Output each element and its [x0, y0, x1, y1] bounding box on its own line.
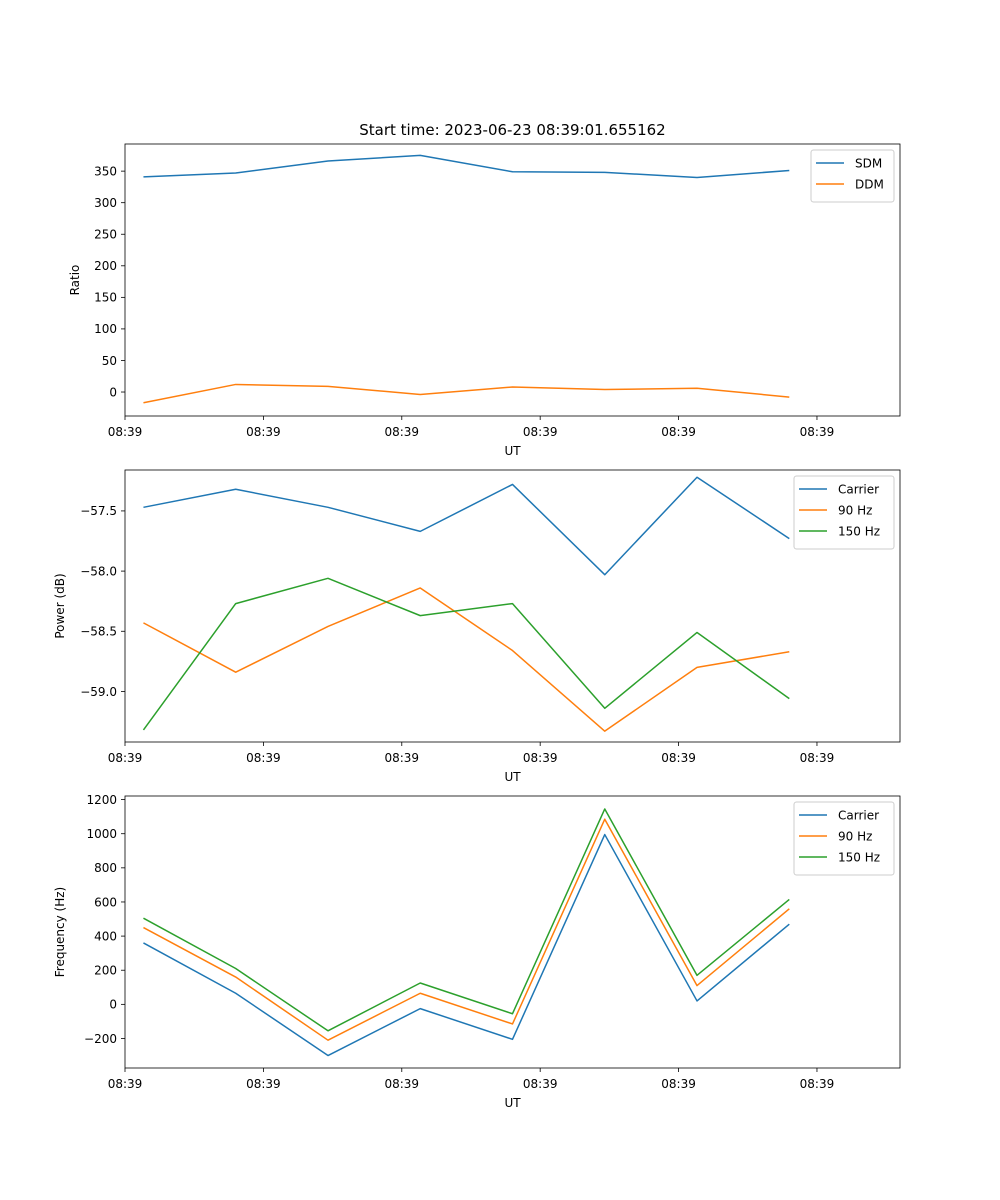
frequency-y-tick-label: 800: [94, 861, 117, 875]
frequency-x-tick-label: 08:39: [246, 1077, 281, 1091]
frequency-x-tick-label: 08:39: [800, 1077, 835, 1091]
power-series-line-0: [143, 476, 790, 576]
ratio-y-tick-label: 0: [109, 385, 117, 399]
power-y-tick-label: −57.5: [80, 504, 117, 518]
ratio-y-tick-label: 150: [94, 291, 117, 305]
frequency-x-axis-label: UT: [504, 1096, 521, 1110]
power-x-tick-label: 08:39: [246, 751, 281, 765]
subplot-ratio: 08:39 08:39 08:39 08:39 08:39 08:39 0 50 100 150 2…: [68, 143, 901, 458]
ratio-series-line-0: [143, 154, 790, 179]
frequency-axes-frame: [124, 795, 901, 1069]
power-axes-frame: [124, 469, 901, 743]
power-x-tick-label: 08:39: [661, 751, 696, 765]
frequency-x-tick-label: 08:39: [523, 1077, 558, 1091]
frequency-y-tick-label: 400: [94, 929, 117, 943]
subplot-power: 08:39 08:39 08:39 08:39 08:39 08:39 −59.0 −58.5…: [53, 469, 901, 784]
power-x-tick-label: 08:39: [523, 751, 558, 765]
ratio-x-tick-label: 08:39: [661, 425, 696, 439]
ratio-y-tick-label: 250: [94, 228, 117, 242]
frequency-y-tick-label: 1000: [86, 827, 117, 841]
ratio-series-line-1: [143, 383, 790, 404]
ratio-y-tick-label: 200: [94, 259, 117, 273]
frequency-x-tick-label: 08:39: [661, 1077, 696, 1091]
power-x-tick-label: 08:39: [384, 751, 419, 765]
frequency-series-line-0: [143, 833, 790, 1057]
ratio-x-tick-label: 08:39: [800, 425, 835, 439]
frequency-legend-label: 150 Hz: [838, 850, 880, 864]
power-y-axis-label: Power (dB): [53, 573, 67, 638]
ratio-x-tick-label: 08:39: [384, 425, 419, 439]
power-legend-label: 150 Hz: [838, 524, 880, 538]
frequency-y-tick-label: −200: [84, 1032, 117, 1046]
ratio-y-tick-label: 350: [94, 164, 117, 178]
frequency-x-tick-label: 08:39: [108, 1077, 143, 1091]
power-legend-label: Carrier: [838, 482, 879, 496]
frequency-y-tick-label: 600: [94, 895, 117, 909]
frequency-x-tick-label: 08:39: [384, 1077, 419, 1091]
ratio-legend-label: DDM: [855, 177, 884, 191]
frequency-y-tick-label: 200: [94, 964, 117, 978]
ratio-legend: SDM DDM: [810, 149, 895, 203]
power-y-tick-label: −58.0: [80, 564, 117, 578]
power-x-tick-label: 08:39: [800, 751, 835, 765]
figure-title: Start time: 2023-06-23 08:39:01.655162: [359, 121, 665, 139]
ratio-y-tick-label: 50: [102, 354, 117, 368]
ratio-y-tick-label: 300: [94, 196, 117, 210]
subplot-frequency: 08:39 08:39 08:39 08:39 08:39 08:39 −200 0 200 40…: [53, 793, 901, 1110]
frequency-legend: Carrier 90 Hz 150 Hz: [793, 801, 895, 876]
power-x-axis-label: UT: [504, 770, 521, 784]
power-legend-label: 90 Hz: [838, 503, 872, 517]
frequency-legend-label: 90 Hz: [838, 829, 872, 843]
ratio-axes-frame: [124, 143, 901, 417]
ratio-x-tick-label: 08:39: [523, 425, 558, 439]
power-y-tick-label: −59.0: [80, 685, 117, 699]
ratio-legend-label: SDM: [855, 156, 882, 170]
frequency-series-line-1: [143, 818, 790, 1041]
frequency-legend-label: Carrier: [838, 808, 879, 822]
frequency-y-tick-label: 1200: [86, 793, 117, 807]
power-series-line-2: [142, 577, 790, 731]
ratio-y-axis-label: Ratio: [68, 265, 82, 296]
ratio-y-tick-label: 100: [94, 322, 117, 336]
ratio-x-tick-label: 08:39: [108, 425, 143, 439]
ratio-x-tick-label: 08:39: [246, 425, 281, 439]
power-y-tick-label: −58.5: [80, 625, 117, 639]
frequency-series-line-2: [143, 808, 790, 1032]
frequency-y-tick-label: 0: [109, 998, 117, 1012]
frequency-y-axis-label: Frequency (Hz): [53, 887, 67, 978]
power-x-tick-label: 08:39: [108, 751, 143, 765]
ratio-x-axis-label: UT: [504, 444, 521, 458]
power-legend: Carrier 90 Hz 150 Hz: [793, 475, 895, 550]
power-series-line-1: [143, 587, 790, 732]
